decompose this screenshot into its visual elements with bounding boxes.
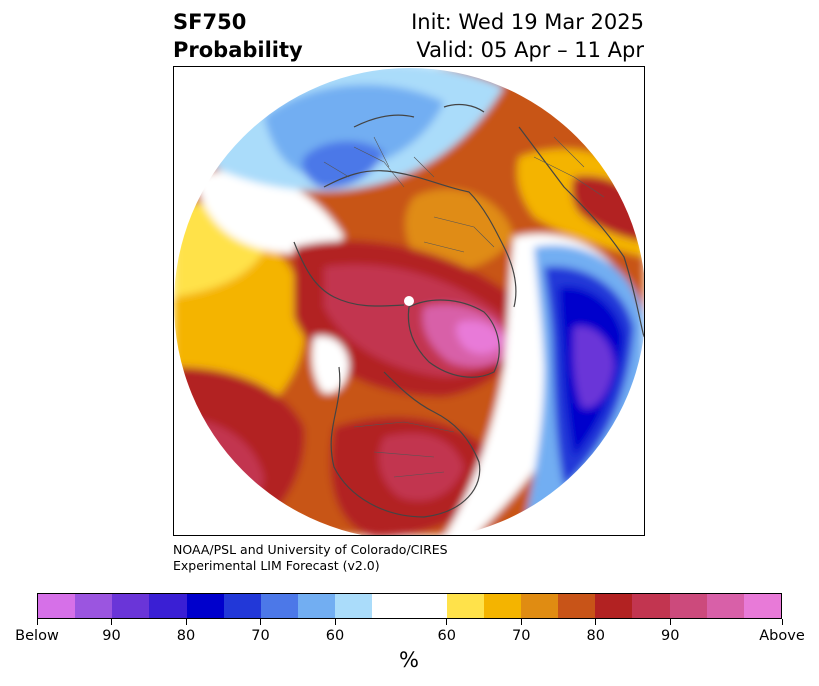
coastline-asia xyxy=(293,241,405,307)
init-date: Init: Wed 19 Mar 2025 xyxy=(411,10,644,34)
colorbar-tick-mark xyxy=(185,619,187,625)
colorbar-tick-mark xyxy=(334,619,336,625)
colorbar xyxy=(37,593,782,619)
colorbar-segment-neutral xyxy=(372,594,447,618)
colorbar-tick-label: 60 xyxy=(437,628,456,644)
colorbar-tick-label: 60 xyxy=(325,628,345,644)
border-lines-central-asia xyxy=(423,216,495,253)
colorbar-tick-label: 80 xyxy=(176,628,196,644)
colorbar-segment-below-3 xyxy=(149,594,187,618)
valid-range: Valid: 05 Apr – 11 Apr xyxy=(416,38,644,62)
map-central-violet-fill xyxy=(456,320,504,354)
colorbar-tick-label: 70 xyxy=(251,628,270,644)
colorbar-segment-above-5 xyxy=(632,594,670,618)
map-southeast-pink-fill xyxy=(379,433,464,501)
colorbar-tick-mark xyxy=(260,619,261,625)
title-block-left: SF750 Probability xyxy=(173,8,303,64)
credit-line-2: Experimental LIM Forecast (v2.0) xyxy=(173,558,380,573)
coastline-europe xyxy=(518,126,644,338)
colorbar-tick-mark xyxy=(595,619,597,625)
colorbar-segment-above-2 xyxy=(521,594,559,618)
colorbar-segment-above-0 xyxy=(446,594,484,618)
colorbar-segment-above-3 xyxy=(558,594,596,618)
colorbar-tick-mark xyxy=(781,619,783,625)
colorbar-unit-label: % xyxy=(399,648,419,672)
coastline-arctic-islands xyxy=(353,103,485,128)
colorbar-tick-label: Above xyxy=(759,628,805,644)
variable-title: SF750 xyxy=(173,10,247,34)
colorbar-tick-label: 80 xyxy=(586,628,605,644)
title-block-right: Init: Wed 19 Mar 2025 Valid: 05 Apr – 11… xyxy=(411,8,644,64)
colorbar-tick-mark xyxy=(446,619,448,625)
colorbar-segment-above-1 xyxy=(483,594,522,618)
colorbar-tick-mark xyxy=(111,619,112,625)
map-central-orange-fill xyxy=(405,189,514,271)
north-pole-marker xyxy=(404,296,414,306)
coastline-eurasia-west xyxy=(323,170,517,308)
border-lines-europe xyxy=(323,136,435,188)
colorbar-segment-below-1 xyxy=(75,594,113,618)
map-north-blue-fill-deep xyxy=(302,141,384,188)
map-panel xyxy=(173,66,645,536)
colorbar-segment-below-0 xyxy=(38,594,76,618)
colorbar-segment-above-8 xyxy=(743,594,782,618)
colorbar-segment-above-6 xyxy=(669,594,707,618)
map-neutral-west-fill xyxy=(194,170,344,254)
map-east-violet-fill xyxy=(573,326,614,408)
probability-map xyxy=(174,68,644,535)
colorbar-segment-below-6 xyxy=(260,594,299,618)
coastline-greenland xyxy=(407,299,500,378)
colorbar-tick-label: Below xyxy=(15,628,59,644)
colorbar-tick-label: 70 xyxy=(512,628,531,644)
colorbar-segment-below-4 xyxy=(186,594,224,618)
coastline-north-america xyxy=(330,366,481,518)
colorbar-segment-above-4 xyxy=(595,594,633,618)
colorbar-tick-label: 90 xyxy=(102,628,121,644)
credit-block: NOAA/PSL and University of Colorado/CIRE… xyxy=(173,542,448,574)
colorbar-segment-below-7 xyxy=(298,594,336,618)
colorbar-segment-below-8 xyxy=(335,594,373,618)
colorbar-segment-below-5 xyxy=(223,594,261,618)
colorbar-tick-mark xyxy=(36,619,38,625)
border-lines-north-america xyxy=(353,421,455,478)
colorbar-tick-label: 90 xyxy=(661,628,680,644)
coastlines xyxy=(293,103,644,518)
colorbar-tick-mark xyxy=(520,619,522,625)
variable-subtitle: Probability xyxy=(173,38,303,62)
credit-line-1: NOAA/PSL and University of Colorado/CIRE… xyxy=(173,542,448,557)
colorbar-segment-below-2 xyxy=(112,594,150,618)
colorbar-segment-above-7 xyxy=(706,594,744,618)
colorbar-tick-mark xyxy=(669,619,671,625)
